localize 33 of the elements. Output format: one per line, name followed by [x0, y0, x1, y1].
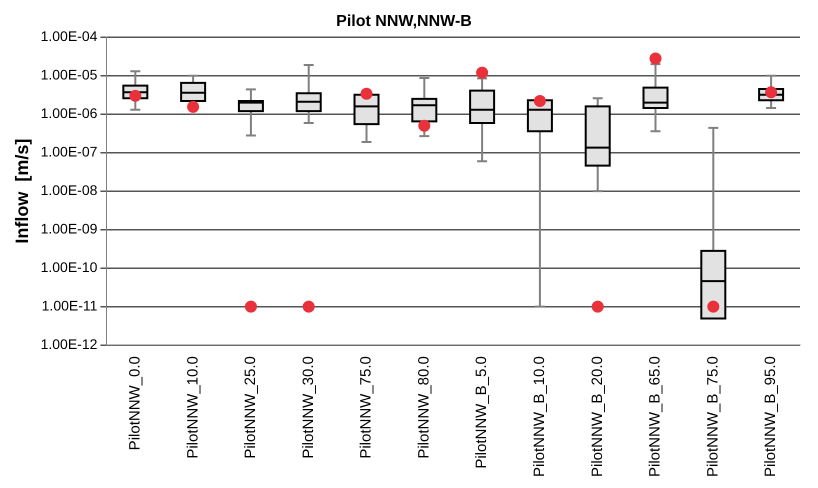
y-axis-title: Inflow [m/s]	[12, 138, 32, 244]
point	[650, 52, 662, 64]
x-tick-label: PilotNNW_B_10.0	[531, 356, 548, 478]
point	[187, 100, 200, 113]
point	[534, 95, 546, 107]
x-tick-label: PilotNNW_25.0	[242, 356, 260, 459]
x-tick-label: PilotNNW_B_95.0	[762, 356, 780, 478]
x-tick-label: PilotNNW_B_20.0	[588, 356, 606, 478]
y-tick-label: 1.00E-12	[40, 336, 98, 352]
y-tick-label: 1.00E-10	[40, 258, 98, 275]
point	[302, 300, 315, 313]
point	[244, 300, 257, 313]
point	[707, 300, 720, 313]
x-tick-label: PilotNNW_B_75.0	[704, 356, 722, 478]
x-tick-label: PilotNNW_B_65.0	[646, 356, 664, 478]
x-tick-label: PilotNNW_80.0	[415, 356, 432, 459]
y-tick-label: 1.00E-09	[40, 220, 98, 237]
x-tick-label: PilotNNW_0.0	[126, 356, 144, 450]
point	[476, 66, 488, 79]
y-tick-label: 1.00E-11	[42, 297, 98, 314]
chart-title: Pilot NNW,NNW-B	[336, 13, 472, 30]
y-tick-label: 1.00E-07	[40, 144, 98, 160]
x-tick-label: PilotNNW_75.0	[358, 356, 375, 459]
x-tick-label: PilotNNW_B_5.0	[473, 356, 490, 469]
point	[418, 120, 430, 132]
y-tick-label: 1.00E-06	[40, 105, 98, 122]
y-tick-label: 1.00E-05	[40, 66, 98, 83]
y-tick-label: 1.00E-04	[40, 28, 98, 44]
y-tick-label: 1.00E-08	[40, 182, 98, 198]
point	[592, 300, 604, 313]
x-tick-label: PilotNNW_30.0	[300, 356, 317, 459]
x-tick-label: PilotNNW_10.0	[184, 356, 202, 459]
point	[360, 88, 373, 100]
